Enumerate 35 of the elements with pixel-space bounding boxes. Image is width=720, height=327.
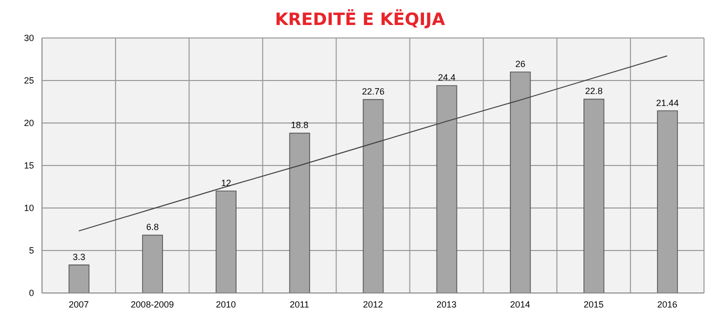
bar — [142, 234, 163, 293]
bar — [68, 264, 90, 293]
bar — [289, 132, 310, 293]
bar — [583, 98, 604, 293]
data-label: 3.3 — [72, 252, 86, 262]
data-label: 22.76 — [362, 86, 384, 97]
data-label: 6.8 — [146, 222, 159, 232]
x-tick-label: 2015 — [584, 299, 604, 310]
bar — [216, 190, 237, 293]
x-tick-label: 2008-2009 — [130, 299, 174, 310]
x-tick-label: 2011 — [290, 299, 310, 310]
y-tick-label: 25 — [24, 76, 34, 86]
bar — [362, 99, 384, 293]
y-tick-label: 0 — [28, 288, 34, 298]
y-tick-label: 30 — [24, 33, 34, 44]
bar — [436, 85, 458, 293]
data-label: 24.4 — [438, 72, 456, 83]
x-tick-label: 2014 — [510, 299, 530, 310]
y-tick-label: 10 — [24, 203, 34, 214]
x-tick-label: 2012 — [362, 299, 384, 310]
data-label: 26 — [515, 59, 526, 69]
x-tick-label: 2007 — [68, 299, 89, 310]
bar — [510, 72, 531, 293]
data-label: 18.8 — [290, 120, 308, 130]
x-tick-label: 2016 — [657, 299, 678, 310]
bar — [657, 110, 678, 293]
y-tick-label: 15 — [24, 160, 34, 171]
data-label: 22.8 — [585, 86, 603, 96]
y-tick-label: 5 — [28, 246, 34, 256]
x-tick-label: 2013 — [436, 299, 457, 310]
data-label: 12 — [221, 178, 232, 188]
chart-title: KREDITË E KËQIJA — [274, 8, 446, 32]
data-label: 21.44 — [656, 98, 679, 108]
y-tick-label: 20 — [24, 118, 34, 128]
x-tick-label: 2010 — [216, 299, 236, 310]
